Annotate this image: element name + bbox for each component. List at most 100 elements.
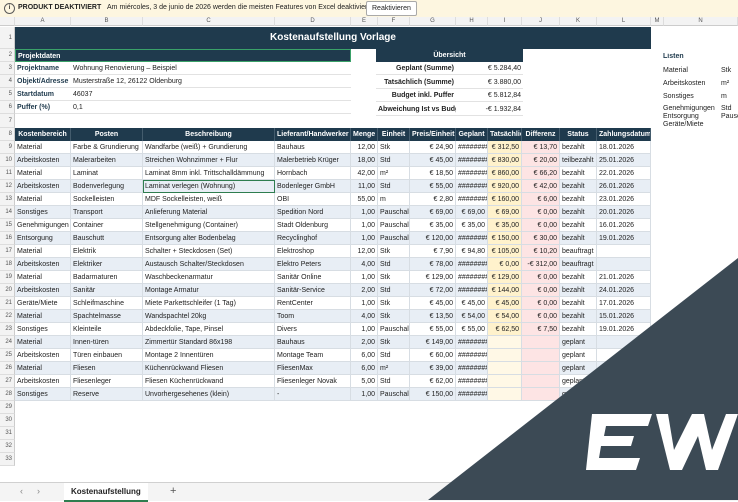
table-cell[interactable]: Arbeitskosten	[15, 375, 71, 388]
table-cell[interactable]: Arbeitskosten	[15, 258, 71, 271]
table-cell[interactable]	[488, 375, 522, 388]
table-cell[interactable]: Stk	[378, 245, 410, 258]
table-cell[interactable]: Material	[15, 271, 71, 284]
table-cell[interactable]: geplant	[560, 336, 597, 349]
table-cell[interactable]: € 13,50	[410, 310, 456, 323]
table-cell[interactable]: € 160,00	[488, 193, 522, 206]
table-cell[interactable]: 20.01.2026	[597, 206, 651, 219]
table-header[interactable]: Status	[560, 128, 597, 141]
table-cell[interactable]: € 39,00	[410, 362, 456, 375]
row-header[interactable]: 19	[0, 271, 15, 284]
table-cell[interactable]: bezahlt	[560, 297, 597, 310]
table-cell[interactable]: € 129,00	[410, 271, 456, 284]
table-cell[interactable]: Anlieferung Material	[143, 206, 275, 219]
table-cell[interactable]: Stadt Oldenburg	[275, 219, 351, 232]
prev-sheet-button[interactable]: ‹	[20, 486, 23, 496]
table-cell[interactable]: bezahlt	[560, 310, 597, 323]
table-cell[interactable]: Schleifmaschine	[71, 297, 143, 310]
column-header[interactable]: B	[71, 17, 143, 26]
table-cell[interactable]: ########	[456, 375, 488, 388]
table-cell[interactable]: Stk	[378, 271, 410, 284]
table-cell[interactable]	[597, 362, 651, 375]
table-cell[interactable]: Fliesenleger Novak	[275, 375, 351, 388]
table-cell[interactable]: Material	[15, 141, 71, 154]
table-cell[interactable]: Material	[15, 245, 71, 258]
table-cell[interactable]: € 7,50	[522, 323, 560, 336]
table-cell[interactable]: 6,00	[351, 362, 378, 375]
table-cell[interactable]: Sonstiges	[15, 206, 71, 219]
table-header[interactable]: Differenz	[522, 128, 560, 141]
table-cell[interactable]: Stellgenehmigung (Container)	[143, 219, 275, 232]
table-cell[interactable]: 22.01.2026	[597, 167, 651, 180]
row-header[interactable]: 29	[0, 401, 15, 414]
table-cell[interactable]: Elektriker	[71, 258, 143, 271]
table-cell[interactable]: € 69,00	[410, 206, 456, 219]
table-cell[interactable]: Wandfarbe (weiß) + Grundierung	[143, 141, 275, 154]
table-cell[interactable]: ########	[456, 336, 488, 349]
table-cell[interactable]	[597, 336, 651, 349]
row-header[interactable]: 22	[0, 310, 15, 323]
table-cell[interactable]: Stk	[378, 336, 410, 349]
table-cell[interactable]: € 35,00	[456, 219, 488, 232]
table-cell[interactable]	[597, 245, 651, 258]
table-cell[interactable]: m²	[378, 167, 410, 180]
table-cell[interactable]: Miete Parkettschleifer (1 Tag)	[143, 297, 275, 310]
row-header[interactable]: 17	[0, 245, 15, 258]
table-cell[interactable]: ########	[456, 154, 488, 167]
row-header[interactable]: 16	[0, 232, 15, 245]
table-cell[interactable]	[522, 336, 560, 349]
table-cell[interactable]: Spachtelmasse	[71, 310, 143, 323]
table-cell[interactable]: Material	[15, 336, 71, 349]
projekt-field-value[interactable]: Musterstraße 12, 26122 Oldenburg	[71, 75, 351, 88]
table-cell[interactable]: 1,00	[351, 323, 378, 336]
table-cell[interactable]: Std	[378, 180, 410, 193]
table-cell[interactable]: bezahlt	[560, 232, 597, 245]
row-header[interactable]: 18	[0, 258, 15, 271]
table-cell[interactable]: Pauschal	[378, 388, 410, 401]
table-cell[interactable]: 5,00	[351, 375, 378, 388]
table-cell[interactable]: € 120,00	[410, 232, 456, 245]
table-cell[interactable]: € 30,00	[522, 232, 560, 245]
table-cell[interactable]: € 150,00	[410, 388, 456, 401]
table-cell[interactable]: beauftragt	[560, 245, 597, 258]
table-cell[interactable]: € 42,00	[522, 180, 560, 193]
table-cell[interactable]: € 6,00	[522, 193, 560, 206]
table-cell[interactable]: Innen-türen	[71, 336, 143, 349]
table-cell[interactable]: Elektro Peters	[275, 258, 351, 271]
table-cell[interactable]: 2,00	[351, 336, 378, 349]
table-cell[interactable]: € 78,00	[410, 258, 456, 271]
projekt-field-value[interactable]: 46037	[71, 88, 351, 101]
table-cell[interactable]: Stk	[378, 141, 410, 154]
table-header[interactable]: Zahlungsdatum	[597, 128, 651, 141]
table-cell[interactable]	[488, 349, 522, 362]
table-cell[interactable]: ########	[456, 232, 488, 245]
table-header[interactable]: Einheit	[378, 128, 410, 141]
table-cell[interactable]: € 0,00	[522, 310, 560, 323]
table-cell[interactable]: ########	[456, 349, 488, 362]
row-header[interactable]: 2	[0, 49, 15, 62]
table-cell[interactable]: geplant	[560, 349, 597, 362]
table-cell[interactable]: ########	[456, 258, 488, 271]
table-cell[interactable]: Fliesen Küchenrückwand	[143, 375, 275, 388]
table-cell[interactable]: 4,00	[351, 310, 378, 323]
table-cell[interactable]: OBI	[275, 193, 351, 206]
table-cell[interactable]: Stk	[378, 310, 410, 323]
table-cell[interactable]: 16.01.2026	[597, 219, 651, 232]
table-cell[interactable]: Montage Armatur	[143, 284, 275, 297]
table-cell[interactable]: 4,00	[351, 258, 378, 271]
table-cell[interactable]: Fliesenleger	[71, 375, 143, 388]
table-cell[interactable]: bezahlt	[560, 271, 597, 284]
table-cell[interactable]: € 35,00	[488, 219, 522, 232]
table-cell[interactable]: € 55,00	[410, 323, 456, 336]
table-cell[interactable]: bezahlt	[560, 206, 597, 219]
table-cell[interactable]: Container	[71, 219, 143, 232]
table-cell[interactable]: € 55,00	[410, 180, 456, 193]
table-cell[interactable]: Austausch Schalter/Steckdosen	[143, 258, 275, 271]
table-cell[interactable]: Badarmaturen	[71, 271, 143, 284]
table-cell[interactable]	[522, 362, 560, 375]
row-header[interactable]: 23	[0, 323, 15, 336]
column-header[interactable]: L	[597, 17, 651, 26]
table-cell[interactable]: 1,00	[351, 388, 378, 401]
table-cell[interactable]: beauftragt	[560, 258, 597, 271]
table-cell[interactable]: Bauhaus	[275, 141, 351, 154]
